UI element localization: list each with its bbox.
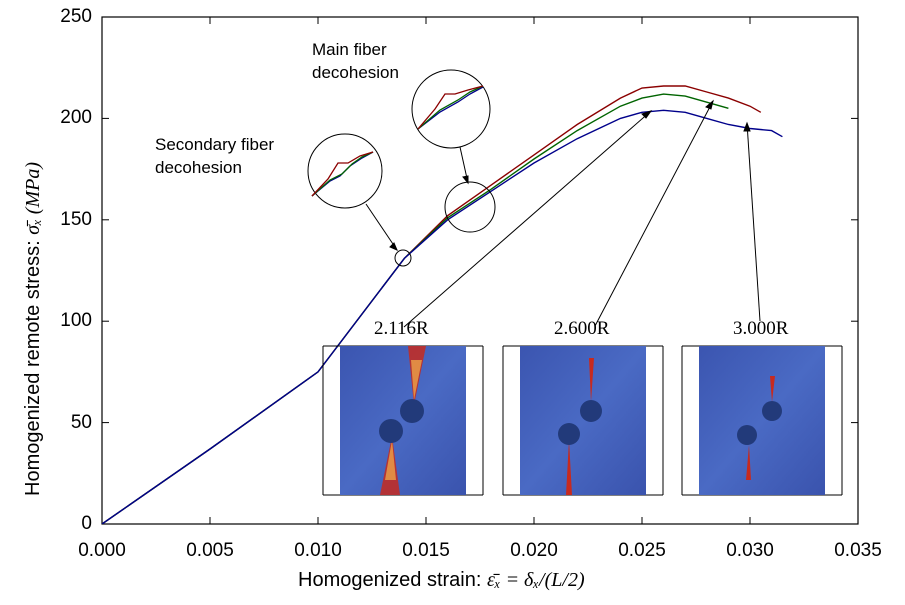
x-tick-label: 0.015	[402, 540, 450, 561]
y-tick-label: 150	[60, 208, 92, 230]
annotation-secondary-line1: Secondary fiber	[155, 135, 275, 154]
x-tick-label: 0.005	[186, 540, 234, 561]
annotation-secondary-fiber: Secondary fiber decohesion	[155, 134, 274, 180]
inset-image-3	[681, 345, 843, 496]
y-axis-label-math: σ̄ₓ (MPa)	[22, 162, 44, 235]
annotation-secondary-line2: decohesion	[155, 157, 242, 177]
x-tick-label: 0.000	[78, 540, 126, 561]
y-axis-label-text: Homogenized remote stress:	[22, 240, 44, 496]
x-tick-label: 0.035	[834, 540, 882, 561]
annotation-main-line2: decohesion	[312, 62, 399, 82]
y-axis-label: Homogenized remote stress: σ̄ₓ (MPa)	[22, 162, 45, 496]
x-tick-label: 0.030	[726, 540, 774, 561]
inset-image-1	[322, 345, 484, 496]
zoom-circle-main	[411, 69, 491, 149]
zoom-circle-secondary	[307, 133, 383, 209]
x-axis-label-math: ε̄ₓ = δₓ/(L/2)	[487, 569, 585, 591]
inset-label-3: 3.000R	[733, 318, 789, 339]
y-tick-label: 250	[60, 6, 92, 27]
y-tick-label: 100	[60, 310, 92, 332]
annotation-main-line1: Main fiber	[312, 40, 387, 59]
zoom-circle-curve-region	[444, 181, 496, 233]
y-tick-label: 50	[70, 411, 92, 433]
inset-label-2: 2.600R	[554, 318, 610, 339]
inset-image-2	[502, 345, 664, 496]
x-tick-label: 0.025	[618, 540, 666, 561]
inset-label-1: 2.116R	[374, 318, 429, 339]
series-line-2	[102, 109, 783, 524]
y-tick-label: 0	[81, 513, 92, 534]
y-tick-label: 200	[60, 107, 92, 129]
inset-arrows	[403, 99, 761, 328]
x-tick-label: 0.020	[510, 540, 558, 561]
x-axis-label: Homogenized strain: ε̄ₓ = δₓ/(L/2)	[298, 569, 585, 592]
x-axis-label-text: Homogenized strain:	[298, 569, 482, 591]
series-layer	[102, 85, 783, 524]
zoom-connectors	[365, 146, 469, 251]
x-tick-label: 0.010	[294, 540, 342, 561]
zoom-circle-small	[394, 249, 412, 267]
plot-frame	[101, 16, 859, 525]
annotation-main-fiber: Main fiber decohesion	[312, 39, 399, 85]
